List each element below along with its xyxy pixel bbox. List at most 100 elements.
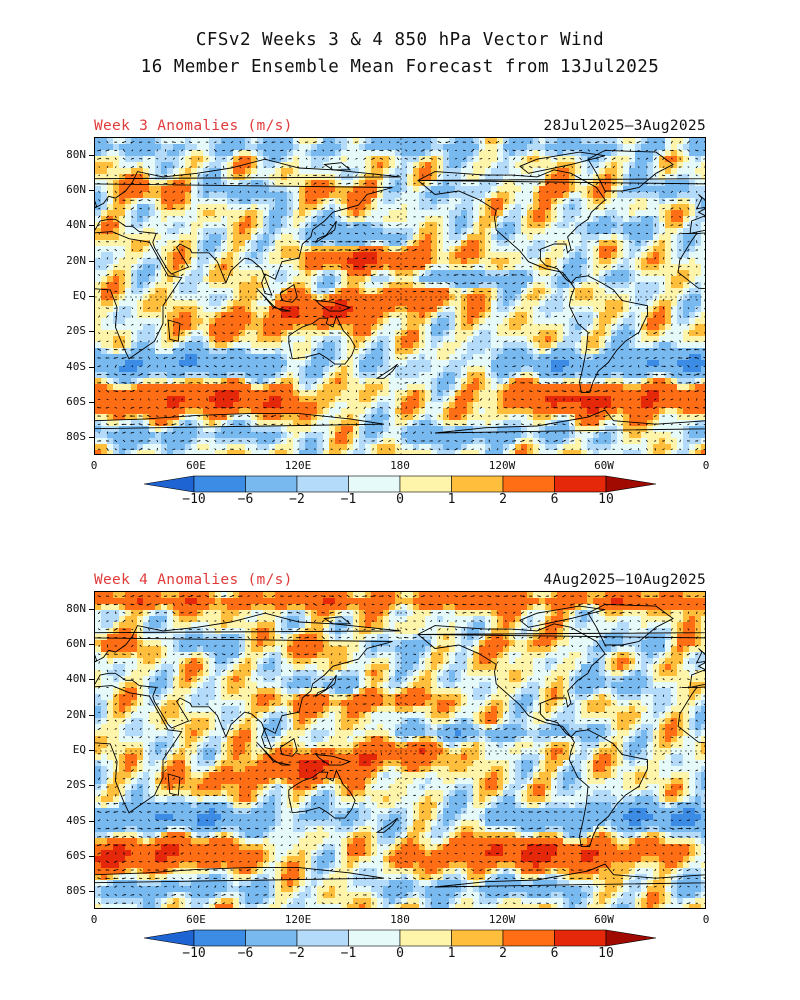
wind-vector [621,207,623,210]
wind-vector [371,182,375,185]
wind-vector [206,257,209,260]
wind-vector [338,448,341,451]
wind-vector-head [197,628,199,630]
wind-vector [670,431,673,434]
wind-vector [388,191,391,193]
wind-vector [263,595,267,598]
wind-vector [488,356,491,360]
wind-vector-head [620,670,622,672]
wind-vector [645,620,649,623]
wind-vector [114,273,117,277]
wind-vector [256,365,258,368]
wind-vector-head [597,390,600,392]
wind-vector [671,290,673,293]
wind-vector [463,661,466,664]
wind-vector-head [156,406,158,408]
wind-vector-head [107,449,109,451]
wind-vector-head [479,274,481,276]
wind-vector [521,636,524,639]
wind-vector-head [423,157,425,160]
wind-vector-head [637,604,639,606]
wind-vector [479,348,483,351]
wind-vector [546,398,548,401]
wind-vector [372,307,375,310]
wind-vector [404,390,408,393]
map-week4 [94,591,706,909]
wind-vector [255,174,259,177]
wind-vector [297,165,300,169]
wind-vector [471,307,474,309]
wind-vector [421,315,425,318]
map-canvas [95,592,705,908]
wind-vector [147,440,151,442]
wind-vector [114,241,117,243]
wind-vector-head [653,340,655,343]
wind-vector-head [373,157,375,160]
wind-vector [612,207,616,210]
wind-vector-head [473,595,475,597]
wind-vector [621,340,623,343]
wind-vector-head [346,603,348,606]
wind-vector-head [197,348,199,351]
wind-vector [638,265,640,268]
wind-vector [155,199,159,201]
wind-vector [604,440,607,442]
wind-vector [430,232,433,235]
wind-vector [239,166,242,169]
wind-vector-head [240,661,242,664]
wind-vector [488,240,491,243]
wind-vector-head [255,225,257,227]
wind-vector-head [529,166,531,168]
wind-vector [670,140,673,144]
wind-vector [571,323,574,326]
wind-vector-head [190,440,193,442]
wind-vector [106,249,109,252]
wind-vector-head [365,595,368,597]
wind-vector [662,265,665,268]
wind-vector [313,166,316,168]
wind-vector [662,232,665,235]
wind-vector-head [199,653,201,655]
wind-vector-head [597,166,599,168]
wind-vector-head [429,307,431,309]
wind-vector-head [406,249,409,251]
wind-vector [156,190,159,194]
wind-vector [670,407,674,409]
wind-vector-head [664,595,666,597]
wind-vector-head [603,423,605,426]
wind-vector-head [362,349,365,351]
wind-vector [339,406,341,409]
wind-vector [264,298,267,301]
wind-vector [587,282,591,284]
wind-vector [447,628,449,631]
wind-vector [321,406,325,409]
wind-vector [297,157,300,160]
wind-vector [463,340,466,343]
wind-vector-head [140,448,143,450]
wind-vector [562,315,566,318]
wind-vector-head [365,240,368,243]
wind-vector-head [572,390,574,392]
wind-vector-head [606,232,608,235]
wind-vector [413,645,416,647]
wind-vector [172,440,175,442]
wind-vector-head [412,423,415,426]
wind-vector [703,291,705,293]
wind-vector [621,332,623,334]
wind-vector [438,323,441,326]
wind-vector-head [229,348,232,351]
wind-vector [380,190,383,194]
colorbar-arrow-low [143,475,195,493]
wind-vector-head [222,282,224,284]
wind-vector-head [531,282,533,284]
wind-vector [562,216,566,218]
wind-vector [429,199,433,202]
wind-vector-head [379,224,381,226]
wind-vector [429,323,433,327]
wind-vector [372,174,374,177]
panel-week3-dates: 28Jul2025–3Aug2025 [543,118,706,134]
wind-vector [479,423,483,426]
wind-vector [97,686,101,689]
wind-vector [347,423,350,426]
wind-vector [529,620,532,622]
